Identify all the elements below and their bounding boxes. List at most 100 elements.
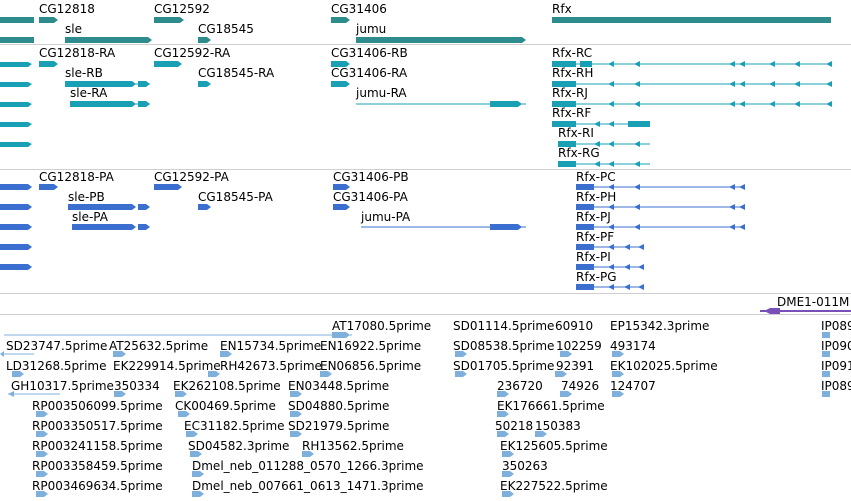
est-label[interactable]: 74926	[561, 379, 600, 393]
est-label[interactable]: SD23747.5prime	[6, 339, 108, 353]
est-feature[interactable]	[36, 451, 48, 457]
mrna-label[interactable]: Rfx-RJ	[552, 86, 588, 100]
est-label[interactable]: AT17080.5prime	[332, 319, 432, 333]
est-feature[interactable]	[302, 451, 314, 457]
est-label[interactable]: IP089	[821, 319, 851, 333]
est-label[interactable]: EK262108.5prime	[173, 379, 281, 393]
gene-feature[interactable]	[331, 17, 350, 23]
est-label[interactable]: RP003469634.5prime	[32, 479, 163, 493]
mrna-feature-rfx-ri[interactable]	[558, 141, 576, 147]
mrna-feature-rfx-rj[interactable]	[552, 101, 576, 107]
protein-label[interactable]: sle-PB	[68, 190, 105, 204]
est-label[interactable]: 60910	[555, 319, 594, 333]
est-label[interactable]: EK229914.5prime	[113, 359, 221, 373]
protein-label[interactable]: Rfx-PF	[576, 230, 615, 244]
mrna-feature-cg31406-ra[interactable]	[331, 81, 350, 87]
est-feature[interactable]	[175, 391, 187, 397]
mrna-label[interactable]: CG12818-RA	[39, 46, 116, 60]
contig-label[interactable]: DME1-011M	[777, 295, 850, 309]
gene-label[interactable]: Rfx	[552, 2, 572, 16]
est-label[interactable]: AT25632.5prime	[109, 339, 209, 353]
mrna-feature-jumu-ra[interactable]	[490, 101, 522, 107]
mrna-label[interactable]: sle-RB	[65, 66, 103, 80]
protein-feature-rfx-pc[interactable]	[576, 184, 594, 190]
protein-feature-rfx-pi[interactable]	[576, 264, 594, 270]
est-feature[interactable]	[502, 471, 514, 477]
est-label[interactable]: EN03448.5prime	[288, 379, 390, 393]
est-label[interactable]: SD04582.3prime	[188, 439, 290, 453]
mrna-feature[interactable]	[0, 82, 32, 87]
est-feature[interactable]	[36, 411, 48, 417]
mrna-feature-rfx-rf[interactable]	[552, 121, 576, 127]
est-feature[interactable]	[822, 371, 830, 377]
est-feature[interactable]	[612, 351, 624, 357]
est-label[interactable]: 236720	[497, 379, 543, 393]
protein-label[interactable]: jumu-PA	[361, 210, 411, 224]
est-label[interactable]: 50218	[495, 419, 534, 433]
protein-feature[interactable]	[0, 184, 32, 190]
protein-feature-cg31406-pa[interactable]	[333, 204, 350, 210]
mrna-feature[interactable]	[0, 122, 32, 127]
est-feature[interactable]	[290, 431, 302, 437]
gene-feature-sle[interactable]	[65, 37, 152, 43]
est-label[interactable]: GH10317.5prime	[11, 379, 114, 393]
protein-feature-cg31406-pb[interactable]	[333, 184, 350, 190]
est-feature[interactable]	[455, 351, 467, 357]
est-label[interactable]: SD08538.5prime	[453, 339, 555, 353]
est-label[interactable]: 493174	[610, 339, 656, 353]
est-label[interactable]: RP003350517.5prime	[32, 419, 163, 433]
est-feature[interactable]	[36, 431, 48, 437]
gene-feature-cg18545[interactable]	[198, 37, 211, 43]
protein-feature-cg18545-pa[interactable]	[198, 204, 211, 210]
gene-feature[interactable]	[0, 17, 34, 23]
est-label[interactable]: LD31268.5prime	[6, 359, 107, 373]
mrna-feature-rfx-rg[interactable]	[558, 161, 576, 167]
gene-label[interactable]: CG18545	[198, 22, 254, 36]
est-label[interactable]: EK125605.5prime	[500, 439, 608, 453]
mrna-feature-sle-ra[interactable]	[70, 101, 136, 107]
est-feature[interactable]	[320, 371, 332, 377]
est-label[interactable]: EN16922.5prime	[320, 339, 422, 353]
mrna-label[interactable]: CG31406-RA	[331, 66, 408, 80]
est-feature[interactable]	[612, 391, 624, 397]
est-feature[interactable]	[822, 351, 830, 357]
est-feature[interactable]	[290, 391, 302, 397]
protein-label[interactable]: CG12818-PA	[39, 170, 114, 184]
est-feature[interactable]	[455, 371, 467, 377]
mrna-feature[interactable]	[0, 62, 32, 67]
mrna-label[interactable]: jumu-RA	[356, 86, 407, 100]
mrna-feature-cg18545-ra[interactable]	[198, 81, 211, 87]
est-label[interactable]: 102259	[556, 339, 602, 353]
mrna-feature-cg12818-ra[interactable]	[39, 61, 58, 67]
protein-feature-sle-pa[interactable]	[72, 224, 136, 230]
protein-label[interactable]: Rfx-PJ	[576, 210, 611, 224]
mrna-feature[interactable]	[0, 142, 32, 147]
protein-feature[interactable]	[0, 264, 32, 270]
est-feature[interactable]	[497, 411, 509, 417]
gene-feature[interactable]	[0, 37, 34, 43]
est-feature[interactable]	[208, 371, 220, 377]
mrna-label[interactable]: CG12592-RA	[154, 46, 231, 60]
est-label[interactable]: IP090	[821, 339, 851, 353]
est-label[interactable]: 350263	[502, 459, 548, 473]
est-label[interactable]: EP15342.3prime	[610, 319, 710, 333]
protein-feature-cg12818-pa[interactable]	[39, 184, 58, 190]
est-label[interactable]: SD01114.5prime	[453, 319, 555, 333]
est-label[interactable]: RH13562.5prime	[302, 439, 404, 453]
gene-feature[interactable]	[154, 17, 184, 23]
mrna-label[interactable]: Rfx-RG	[558, 146, 600, 160]
protein-label[interactable]: Rfx-PG	[576, 270, 617, 284]
est-label[interactable]: Dmel_neb_007661_0613_1471.3prime	[192, 479, 424, 493]
gene-feature-rfx[interactable]	[552, 17, 831, 23]
est-label[interactable]: IP091	[821, 359, 851, 373]
est-feature[interactable]	[290, 411, 302, 417]
est-feature[interactable]	[113, 351, 126, 357]
est-feature[interactable]	[560, 351, 572, 357]
gene-feature-jumu[interactable]	[356, 37, 526, 43]
protein-label[interactable]: Rfx-PI	[576, 250, 611, 264]
mrna-label[interactable]: CG31406-RB	[331, 46, 408, 60]
est-feature[interactable]	[535, 431, 547, 437]
mrna-label[interactable]: Rfx-RC	[552, 46, 593, 60]
protein-feature-rfx-pj[interactable]	[576, 224, 594, 230]
est-label[interactable]: RP003358459.5prime	[32, 459, 163, 473]
